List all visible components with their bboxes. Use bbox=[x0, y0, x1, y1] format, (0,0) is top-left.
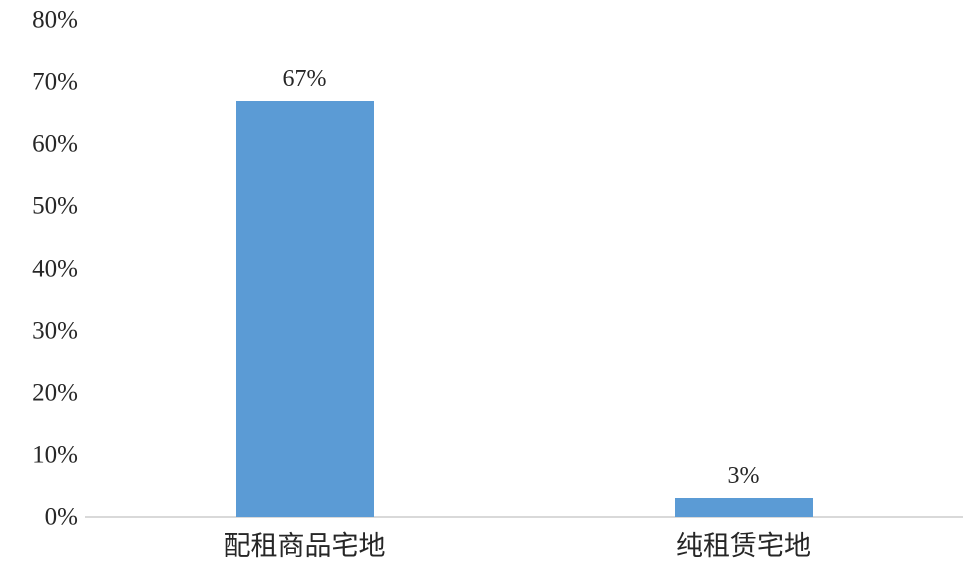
y-axis-tick-label: 10% bbox=[32, 441, 78, 469]
bar-data-label: 67% bbox=[282, 65, 327, 92]
bar-2 bbox=[674, 498, 813, 517]
y-axis-tick-label: 80% bbox=[32, 6, 78, 34]
y-axis-tick-label: 50% bbox=[32, 192, 78, 220]
y-axis-tick-label: 60% bbox=[32, 130, 78, 158]
y-axis-tick-label: 40% bbox=[32, 255, 78, 282]
x-axis-line bbox=[85, 516, 963, 518]
bar-1 bbox=[235, 100, 374, 517]
category-label: 配租商品宅地 bbox=[223, 531, 386, 561]
y-axis-tick-label: 0% bbox=[44, 503, 78, 531]
y-axis-tick-label: 20% bbox=[32, 379, 78, 407]
category-label: 纯租赁宅地 bbox=[676, 531, 811, 561]
bar-data-label: 3% bbox=[727, 463, 760, 490]
y-axis-tick-label: 70% bbox=[32, 68, 78, 96]
y-axis-tick-label: 30% bbox=[32, 317, 78, 345]
